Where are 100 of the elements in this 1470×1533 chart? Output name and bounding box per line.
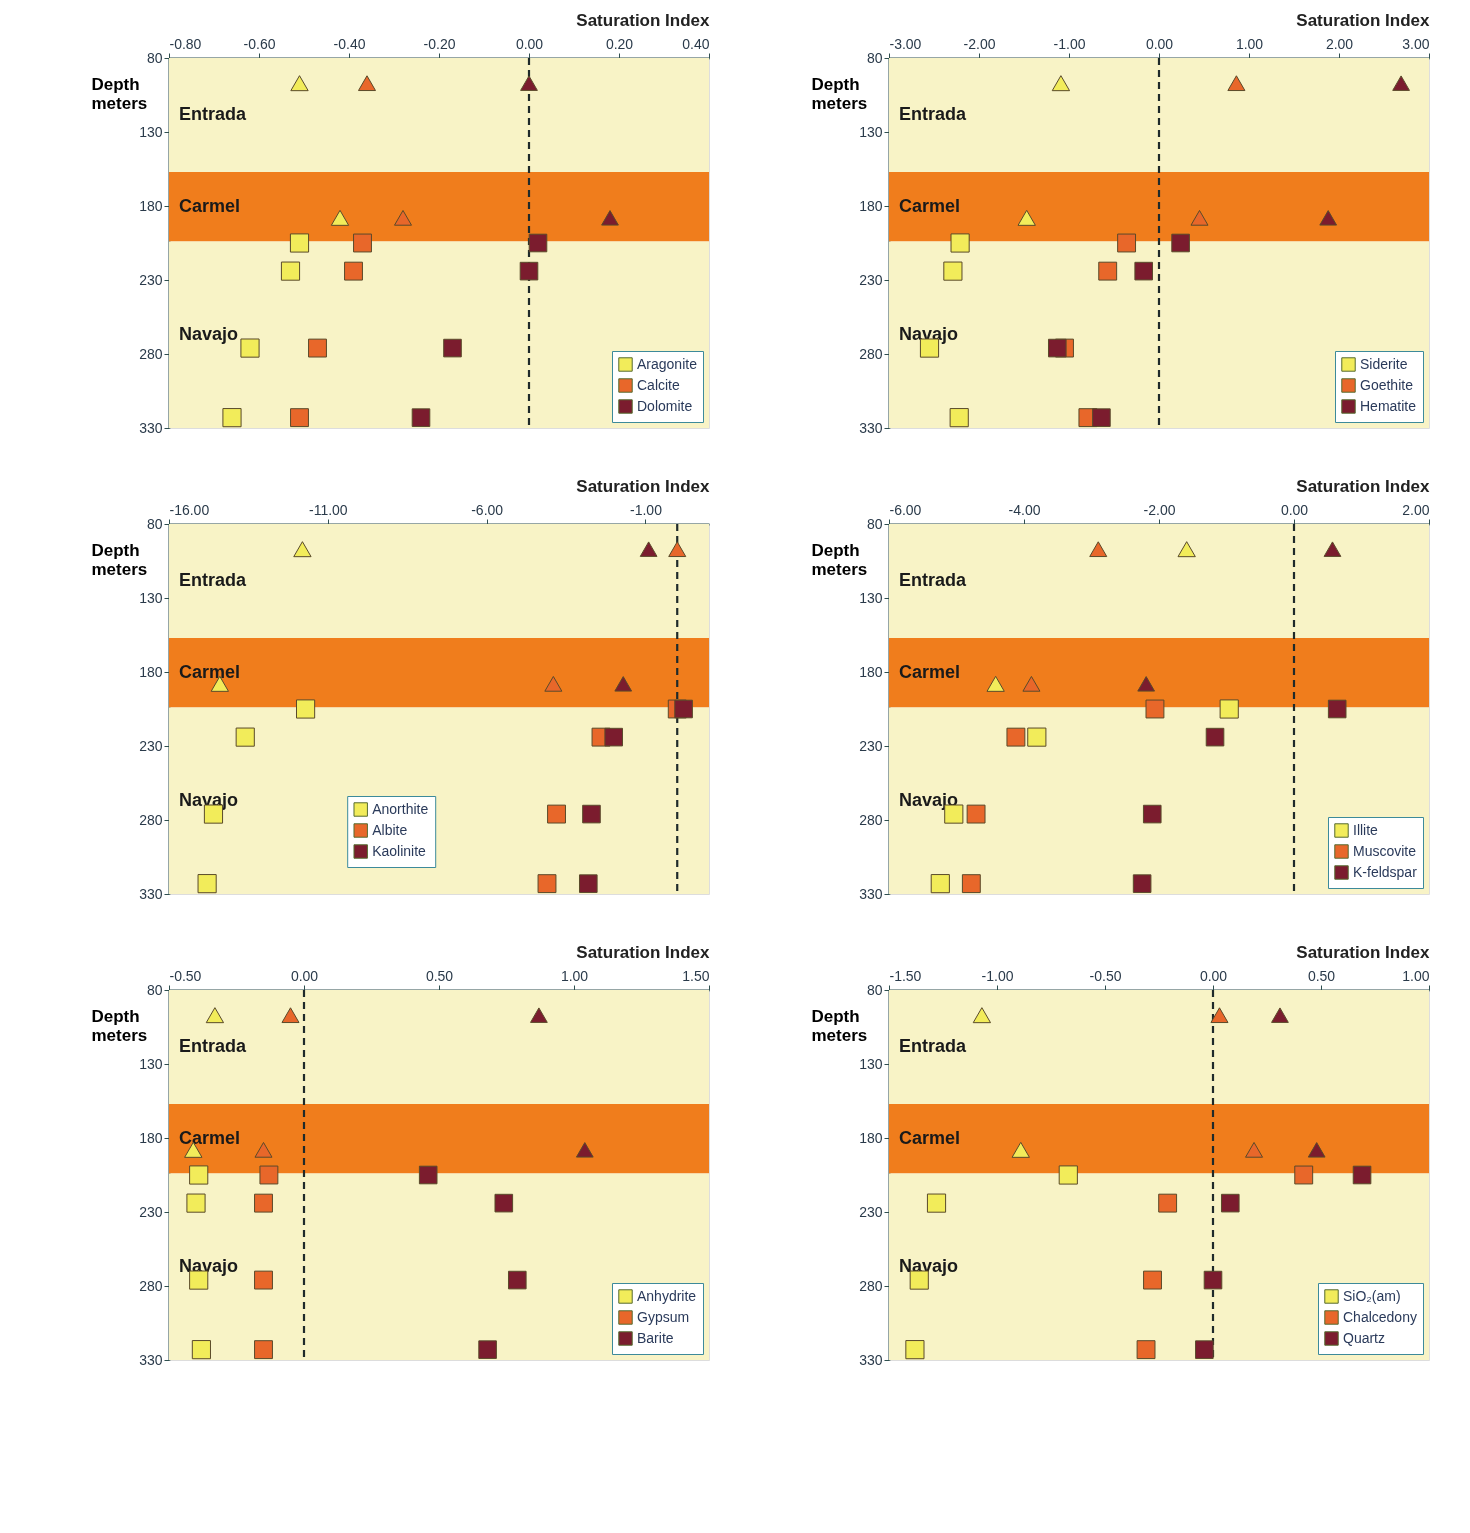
x-tick-label: 0.50 [1307,967,1336,984]
y-tick-label: 330 [859,1351,883,1368]
x-tick-label: 1.00 [1402,967,1430,984]
y-tick-label: 230 [139,271,163,288]
y-axis-title: Depth meters [91,74,148,113]
y-tick-label: 130 [139,1055,163,1072]
x-tick-label: 0.00 [515,35,544,52]
x-tick-label: -1.00 [1053,35,1086,52]
y-tick-label: 230 [859,737,883,754]
band-label: Entrada [179,103,248,124]
y-tick-label: 130 [139,589,163,606]
legend-label: Kaolinite [372,842,427,859]
band-label: Navajo [899,1255,959,1276]
x-tick-label: 0.00 [1145,35,1174,52]
x-tick-label: -1.50 [889,967,922,984]
y-tick-label: 180 [859,1129,883,1146]
y-tick-label: 330 [139,885,163,902]
x-tick-label: -0.40 [333,35,366,52]
y-axis-title: Depth meters [91,1006,148,1045]
band-label: Carmel [899,195,961,216]
y-axis-title: Depth meters [811,1006,868,1045]
y-tick-label: 180 [139,197,163,214]
legend-label: Albite [372,821,408,838]
x-tick-label: -4.00 [1008,501,1041,518]
y-tick-label: 230 [139,1203,163,1220]
band-label: Entrada [179,569,248,590]
y-tick-label: 80 [146,49,163,66]
y-tick-label: 130 [859,1055,883,1072]
legend-label: Siderite [1360,355,1408,372]
y-tick-label: 180 [139,1129,163,1146]
legend-label: Gypsum [637,1308,690,1325]
x-tick-label: 1.50 [682,967,710,984]
x-axis-title: Saturation Index [1296,10,1431,30]
x-tick-label: -0.60 [243,35,276,52]
y-tick-label: 280 [139,1277,163,1294]
legend-label: Anhydrite [637,1287,697,1304]
band-label: Carmel [899,661,961,682]
x-axis-title: Saturation Index [1296,942,1431,962]
x-tick-label: 0.00 [1280,501,1309,518]
legend-label: Chalcedony [1343,1308,1417,1325]
band-label: Navajo [899,789,959,810]
x-tick-label: 1.00 [560,967,589,984]
x-axis-title: Saturation Index [576,10,711,30]
y-tick-label: 80 [866,515,883,532]
y-tick-label: 230 [859,271,883,288]
x-axis-title: Saturation Index [576,942,711,962]
x-tick-label: -16.00 [169,501,210,518]
y-tick-label: 330 [139,419,163,436]
x-tick-label: 0.40 [682,35,710,52]
y-axis-title: Depth meters [811,540,868,579]
y-axis-title: Depth meters [811,74,868,113]
y-tick-label: 330 [859,885,883,902]
band-label: Carmel [179,1127,241,1148]
x-tick-label: -3.00 [889,35,922,52]
y-tick-label: 280 [859,1277,883,1294]
x-axis-title: Saturation Index [576,476,711,496]
y-tick-label: 130 [859,589,883,606]
y-tick-label: 280 [139,811,163,828]
y-tick-label: 230 [859,1203,883,1220]
y-tick-label: 80 [146,515,163,532]
x-tick-label: -0.80 [169,35,202,52]
x-tick-label: 3.00 [1402,35,1430,52]
y-tick-label: 330 [139,1351,163,1368]
x-tick-label: -0.20 [423,35,456,52]
x-tick-label: 0.00 [290,967,319,984]
legend-label: Quartz [1343,1329,1386,1346]
x-tick-label: -2.00 [1143,501,1176,518]
y-tick-label: 130 [139,123,163,140]
y-tick-label: 80 [146,981,163,998]
y-tick-label: 180 [859,197,883,214]
x-tick-label: 2.00 [1402,501,1430,518]
band-label: Carmel [899,1127,961,1148]
y-tick-label: 230 [139,737,163,754]
y-tick-label: 280 [139,345,163,362]
legend-label: SiO₂(am) [1343,1287,1401,1304]
y-tick-label: 130 [859,123,883,140]
y-tick-label: 80 [866,49,883,66]
legend-label: Barite [637,1329,674,1346]
x-tick-label: 0.20 [605,35,634,52]
y-tick-label: 180 [859,663,883,680]
legend-label: Hematite [1360,397,1417,414]
x-tick-label: 2.00 [1325,35,1354,52]
y-tick-label: 180 [139,663,163,680]
band-label: Entrada [899,103,968,124]
band-label: Entrada [899,569,968,590]
y-axis-title: Depth meters [91,540,148,579]
legend-label: Muscovite [1353,842,1417,859]
x-tick-label: -0.50 [169,967,202,984]
band-label: Navajo [179,323,239,344]
legend-label: Anorthite [372,800,429,817]
x-tick-label: -2.00 [963,35,996,52]
legend-label: Dolomite [637,397,693,414]
y-tick-label: 330 [859,419,883,436]
x-tick-label: 1.00 [1235,35,1264,52]
band-label: Navajo [179,789,239,810]
band-label: Carmel [179,661,241,682]
x-tick-label: -6.00 [889,501,922,518]
band-label: Carmel [179,195,241,216]
legend-label: Aragonite [637,355,698,372]
x-tick-label: -0.50 [1089,967,1122,984]
